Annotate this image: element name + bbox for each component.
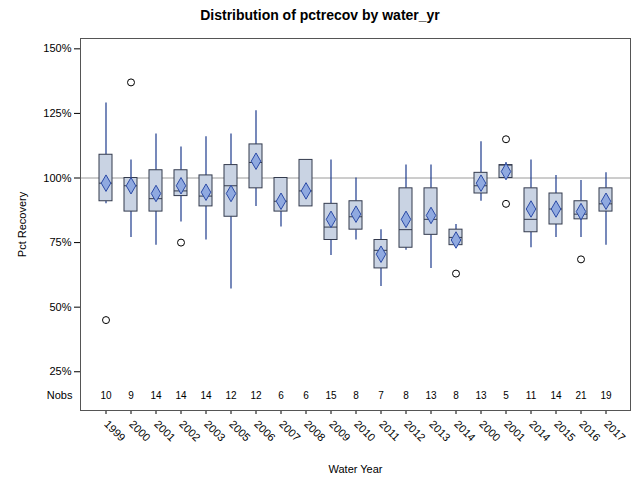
- svg-text:2010: 2010: [352, 418, 378, 444]
- svg-text:8: 8: [353, 390, 359, 401]
- svg-text:14: 14: [550, 390, 562, 401]
- svg-text:2014: 2014: [452, 418, 478, 444]
- svg-text:2008: 2008: [302, 418, 328, 444]
- svg-text:Pct Recovery: Pct Recovery: [16, 191, 28, 257]
- svg-text:100%: 100%: [43, 172, 71, 184]
- svg-text:2001: 2001: [152, 418, 178, 444]
- svg-text:125%: 125%: [43, 107, 71, 119]
- svg-text:75%: 75%: [49, 236, 71, 248]
- svg-text:2014: 2014: [527, 418, 553, 444]
- svg-text:12: 12: [250, 390, 262, 401]
- svg-text:12: 12: [225, 390, 237, 401]
- html-text:Distribution of pctrecov by wa: Distribution of pctrecov by water_yr: [200, 7, 440, 23]
- svg-text:1999: 1999: [102, 418, 128, 444]
- svg-text:2011: 2011: [377, 418, 402, 443]
- svg-text:10: 10: [100, 390, 112, 401]
- svg-text:13: 13: [475, 390, 487, 401]
- svg-text:15: 15: [325, 390, 337, 401]
- svg-text:19: 19: [600, 390, 612, 401]
- svg-text:13: 13: [425, 390, 437, 401]
- svg-text:2001: 2001: [502, 418, 528, 444]
- svg-text:8: 8: [453, 390, 459, 401]
- svg-text:2000: 2000: [127, 418, 153, 444]
- svg-text:2015: 2015: [552, 418, 578, 444]
- svg-text:Water Year: Water Year: [328, 463, 382, 475]
- svg-text:8: 8: [403, 390, 409, 401]
- svg-text:6: 6: [303, 390, 309, 401]
- svg-text:21: 21: [575, 390, 587, 401]
- svg-text:50%: 50%: [49, 301, 71, 313]
- svg-text:2012: 2012: [402, 418, 428, 444]
- svg-text:25%: 25%: [49, 365, 71, 377]
- svg-text:14: 14: [150, 390, 162, 401]
- svg-text:7: 7: [378, 390, 384, 401]
- svg-text:14: 14: [175, 390, 187, 401]
- svg-text:2009: 2009: [327, 418, 353, 444]
- svg-text:2017: 2017: [602, 418, 628, 444]
- svg-text:2016: 2016: [577, 418, 603, 444]
- svg-text:2013: 2013: [427, 418, 453, 444]
- svg-text:2003: 2003: [202, 418, 228, 444]
- svg-text:2005: 2005: [227, 418, 253, 444]
- svg-text:5: 5: [503, 390, 509, 401]
- svg-text:9: 9: [128, 390, 134, 401]
- svg-text:6: 6: [278, 390, 284, 401]
- svg-text:2002: 2002: [177, 418, 203, 444]
- svg-text:14: 14: [200, 390, 212, 401]
- svg-text:11: 11: [526, 390, 537, 401]
- svg-text:2007: 2007: [277, 418, 303, 444]
- svg-text:2000: 2000: [477, 418, 503, 444]
- svg-text:150%: 150%: [43, 42, 71, 54]
- svg-text:2006: 2006: [252, 418, 278, 444]
- svg-text:Nobs: Nobs: [47, 389, 73, 401]
